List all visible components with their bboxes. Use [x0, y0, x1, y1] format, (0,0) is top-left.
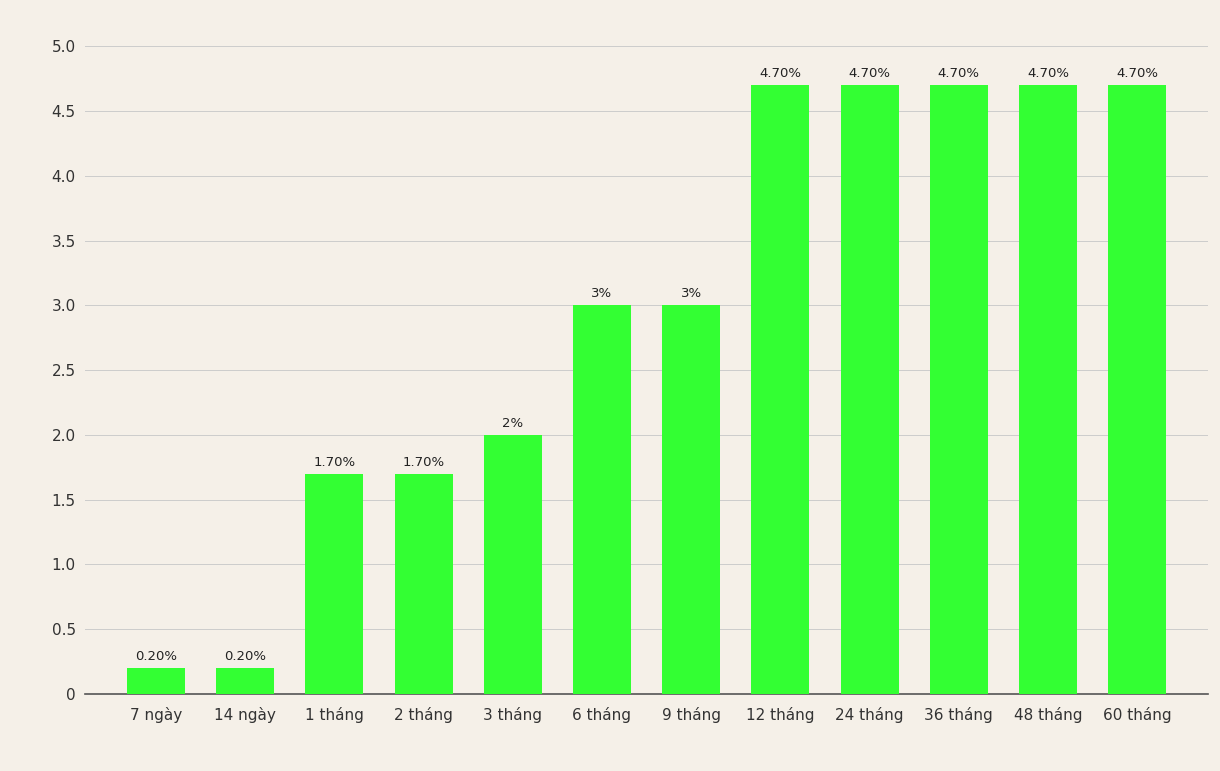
Bar: [841, 85, 899, 694]
Text: 4.70%: 4.70%: [1027, 67, 1069, 80]
Bar: [752, 85, 809, 694]
Text: 3%: 3%: [592, 287, 612, 300]
Text: 4.70%: 4.70%: [849, 67, 891, 80]
Text: 4.70%: 4.70%: [1116, 67, 1158, 80]
Text: 4.70%: 4.70%: [759, 67, 802, 80]
Text: 0.20%: 0.20%: [224, 650, 266, 663]
Bar: [484, 435, 542, 694]
Bar: [216, 668, 274, 694]
Text: 1.70%: 1.70%: [314, 456, 355, 469]
Bar: [930, 85, 988, 694]
Bar: [127, 668, 185, 694]
Text: 4.70%: 4.70%: [938, 67, 980, 80]
Bar: [1019, 85, 1077, 694]
Text: 3%: 3%: [681, 287, 702, 300]
Bar: [305, 473, 364, 694]
Bar: [394, 473, 453, 694]
Bar: [573, 305, 631, 694]
Text: 1.70%: 1.70%: [403, 456, 444, 469]
Bar: [1108, 85, 1166, 694]
Text: 0.20%: 0.20%: [135, 650, 177, 663]
Bar: [662, 305, 720, 694]
Text: 2%: 2%: [503, 416, 523, 429]
